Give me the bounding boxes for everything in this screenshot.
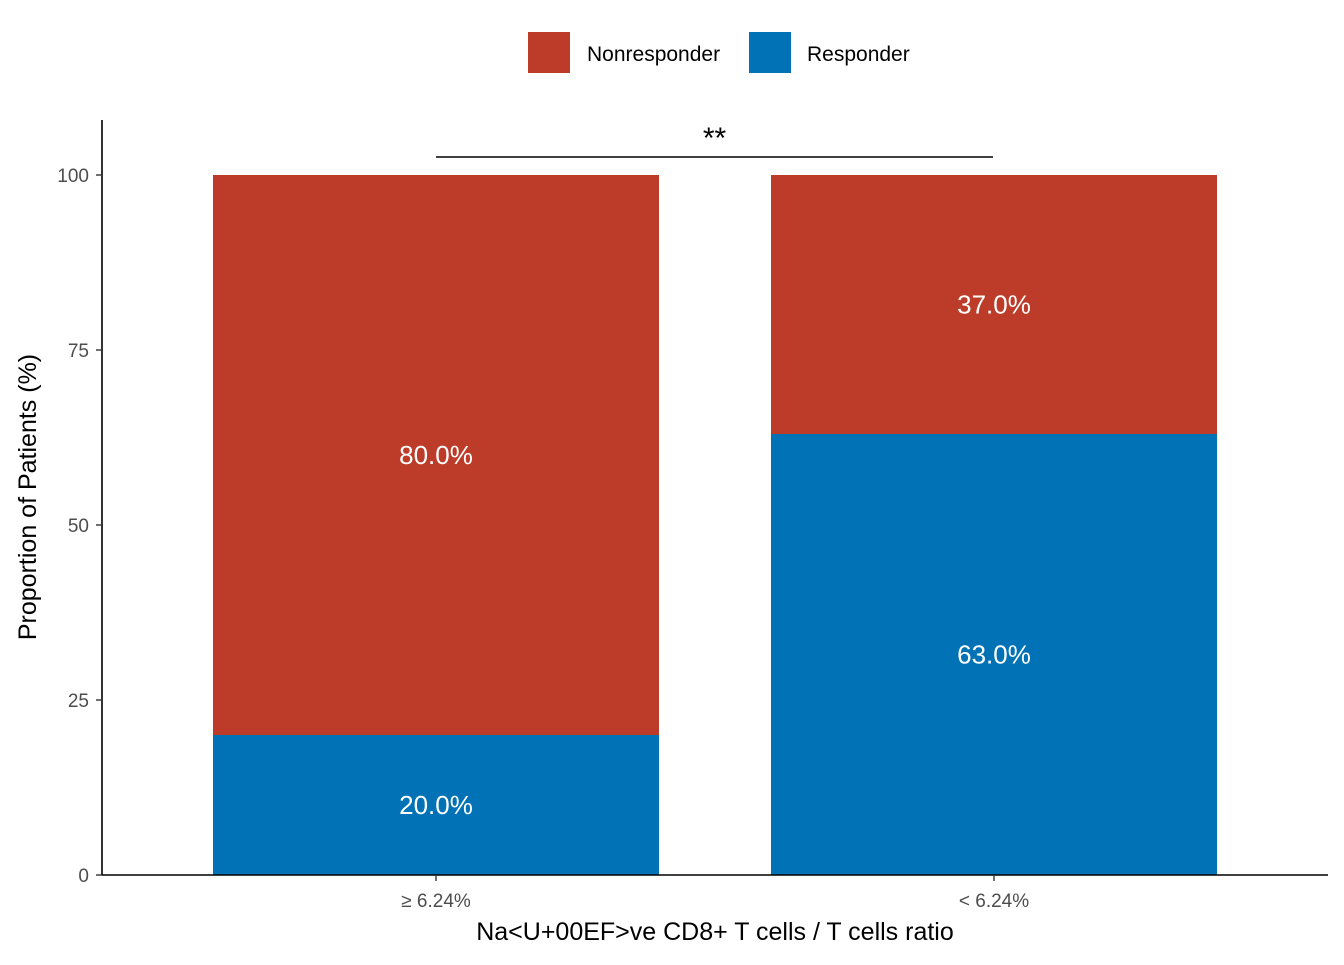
- y-tick-label: 25: [68, 691, 89, 712]
- significance-bracket: **: [436, 122, 993, 158]
- bar-responder-1: [771, 434, 1217, 875]
- x-tick-label: < 6.24%: [959, 891, 1029, 912]
- x-ticks: ≥ 6.24% < 6.24%: [401, 875, 1029, 912]
- legend-label-responder: Responder: [807, 43, 910, 66]
- significance-label: **: [703, 122, 727, 155]
- y-tick-label: 100: [57, 166, 89, 187]
- y-tick-label: 0: [78, 866, 89, 887]
- bar-label-responder-0: 20.0%: [399, 790, 473, 820]
- y-axis-title: Proportion of Patients (%): [14, 354, 42, 640]
- bar-label-nonresponder-0: 80.0%: [399, 440, 473, 470]
- bar-responder-0: [213, 735, 659, 875]
- legend: Nonresponder Responder: [528, 32, 910, 73]
- bar-labels: 20.0% 80.0% 63.0% 37.0%: [399, 290, 1031, 821]
- bar-nonresponder-0: [213, 175, 659, 735]
- bar-label-nonresponder-1: 37.0%: [957, 290, 1031, 320]
- y-ticks: 0 25 50 75 100: [57, 166, 102, 887]
- x-axis-title: Na<U+00EF>ve CD8+ T cells / T cells rati…: [476, 918, 954, 946]
- legend-key-nonresponder: [528, 32, 570, 73]
- y-tick-label: 75: [68, 341, 89, 362]
- legend-key-responder: [749, 32, 791, 73]
- y-tick-label: 50: [68, 516, 89, 537]
- legend-label-nonresponder: Nonresponder: [587, 43, 720, 66]
- bar-label-responder-1: 63.0%: [957, 640, 1031, 670]
- x-tick-label: ≥ 6.24%: [401, 891, 471, 912]
- bar-nonresponder-1: [771, 175, 1217, 434]
- bars: [213, 175, 1217, 875]
- axes: [101, 120, 1328, 876]
